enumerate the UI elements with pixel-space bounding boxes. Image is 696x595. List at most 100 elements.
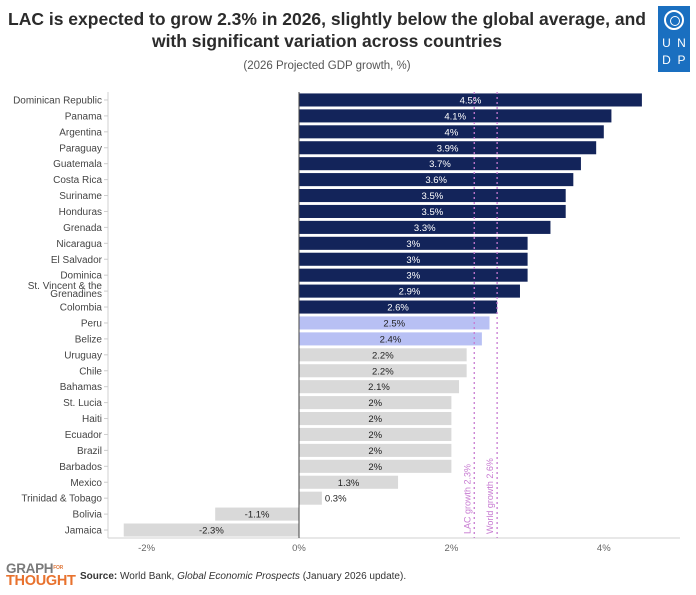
bar-6 [299,189,566,203]
x-tick-label: 0% [292,543,306,554]
category-label: El Salvador [51,255,103,266]
data-label: -2.3% [199,526,224,537]
data-label: 3% [406,239,420,250]
category-label: St. Lucia [63,398,102,409]
source-label: Source: [80,571,118,582]
category-label: Haiti [82,414,102,425]
bar-25 [299,491,322,505]
data-label: 2.4% [380,334,402,345]
data-label: 2.6% [387,303,409,314]
data-label: 0.3% [325,494,347,505]
bar-14 [299,316,490,330]
logo-word-thought: THOUGHT [6,573,76,589]
category-label: Guatemala [53,159,102,170]
bar-17 [299,364,467,378]
bar-26 [215,507,299,521]
bar-21 [299,427,452,441]
data-label: 1.3% [338,478,360,489]
bar-1 [299,109,612,123]
category-label-line: Grenadines [50,289,102,300]
category-label: Colombia [60,303,103,314]
bar-22 [299,443,452,457]
data-label: 3.3% [414,223,436,234]
data-label: 2% [368,462,382,473]
category-label: Paraguay [59,143,102,154]
x-tick-label: 4% [597,543,611,554]
category-label: Grenada [63,223,102,234]
un-emblem-icon [664,10,684,30]
category-label: Barbados [59,462,102,473]
category-label: Mexico [70,478,102,489]
data-label: 2% [368,446,382,457]
undp-letter: N [677,36,686,50]
data-label: 2% [368,398,382,409]
bar-20 [299,412,452,426]
source-suffix: (January 2026 update). [299,571,407,582]
chart-title-line-1: LAC is expected to grow 2.3% in 2026, sl… [8,9,646,29]
bar-13 [299,300,498,314]
chart-title: LAC is expected to grow 2.3% in 2026, sl… [0,8,654,52]
bar-16 [299,348,467,362]
category-label: Dominica [60,271,102,282]
data-label: 3.5% [422,191,444,202]
bar-5 [299,173,574,187]
category-label: Belize [75,334,103,345]
world-growth-label: World growth 2.6% [485,458,495,534]
data-label: 4% [445,127,459,138]
source-note: Source: World Bank, Global Economic Pros… [80,571,406,582]
undp-letters: U N D P [660,36,688,68]
graph-for-thought-logo: GRAPHFOR THOUGHT [6,561,76,589]
bar-0 [299,93,642,107]
bar-19 [299,396,452,410]
data-label: 4.1% [444,111,466,122]
logo-word-for: FOR [53,565,63,571]
bar-11 [299,268,528,282]
bar-24 [299,475,399,489]
category-label: Panama [65,111,103,122]
data-label: 3.6% [425,175,447,186]
category-label: Jamaica [65,526,103,537]
data-label: 2% [368,430,382,441]
data-label: 2.9% [399,287,421,298]
bar-4 [299,157,581,171]
category-label: Dominican Republic [13,95,102,106]
bar-2 [299,125,604,139]
bar-18 [299,380,460,394]
source-title: Global Economic Prospects [177,571,300,582]
source-prefix: World Bank, [117,571,178,582]
category-label: Suriname [59,191,102,202]
category-label: Trinidad & Tobago [21,494,102,505]
chart-title-line-2: with significant variation across countr… [151,31,503,51]
bar-9 [299,236,528,250]
undp-letter: P [677,53,686,67]
category-label-line: St. Vincent & the [28,281,103,292]
category-label: Costa Rica [53,175,102,186]
bar-10 [299,252,528,266]
bar-23 [299,459,452,473]
data-label: 2.2% [372,350,394,361]
category-label: Chile [79,366,102,377]
category-label: Nicaragua [56,239,102,250]
logo-word-graph: GRAPH [6,561,54,576]
undp-logo: U N D P [658,6,690,72]
data-label: 2.5% [383,318,405,329]
data-label: 4.5% [460,95,482,106]
data-label: 2.1% [368,382,390,393]
bar-12 [299,284,520,298]
category-label: Honduras [59,207,102,218]
category-label: Argentina [59,127,102,138]
category-label: Bahamas [60,382,102,393]
data-label: -1.1% [245,510,270,521]
category-label: Uruguay [64,350,102,361]
undp-letter: D [662,53,671,67]
data-label: 2.2% [372,366,394,377]
bar-8 [299,220,551,234]
bar-15 [299,332,482,346]
category-label: Peru [81,318,102,329]
category-label: Brazil [77,446,102,457]
data-label: 3.7% [429,159,451,170]
x-tick-label: -2% [138,543,155,554]
x-tick-label: 2% [445,543,459,554]
data-label: 2% [368,414,382,425]
data-label: 3% [406,271,420,282]
